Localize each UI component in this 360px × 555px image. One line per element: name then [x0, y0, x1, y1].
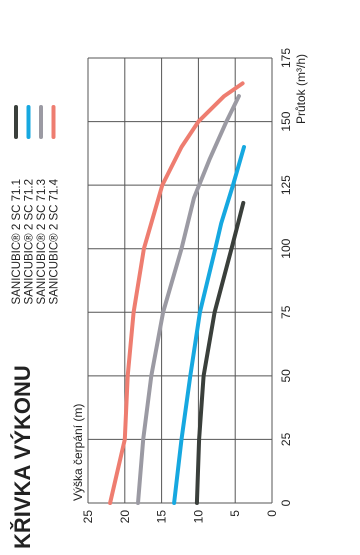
x-axis-label: Průtok (m³/h): [294, 54, 308, 124]
x-tick-label: 175: [279, 48, 293, 68]
x-tick-label: 100: [279, 238, 293, 258]
x-tick-label: 125: [279, 175, 293, 195]
y-tick-label: 5: [228, 510, 242, 517]
x-tick-label: 0: [279, 499, 293, 506]
y-axis-label: Výška čerpání (m): [71, 404, 85, 501]
y-tick-label: 15: [155, 510, 169, 524]
y-tick-label: 20: [118, 510, 132, 524]
series-line-4: [108, 81, 245, 505]
x-tick-label: 50: [279, 369, 293, 383]
y-tick-label: 25: [81, 510, 95, 524]
chart-series-lines: [108, 81, 246, 505]
legend-label-3: SANICUBIC® 2 SC 71.3: [36, 179, 48, 304]
x-tick-label: 25: [279, 432, 293, 446]
y-tick-label: 0: [265, 510, 279, 517]
legend-label-1: SANICUBIC® 2 SC 71.1: [11, 179, 23, 304]
chart-title: KŘIVKA VÝKONU: [10, 365, 35, 549]
chart-legend: SANICUBIC® 2 SC 71.1 SANICUBIC® 2 SC 71.2…: [11, 105, 61, 304]
x-tick-label: 75: [279, 305, 293, 319]
x-tick-label: 150: [279, 111, 293, 131]
series-line-3: [136, 94, 241, 505]
y-tick-label: 10: [191, 510, 205, 524]
chart-axes: 0 25 50 75 100 125 150 175 0 5 10 15 20 25 Výška čerpá…: [71, 48, 308, 524]
legend-label-2: SANICUBIC® 2 SC 71.2: [24, 179, 36, 304]
series-line-2: [172, 145, 246, 505]
legend-label-4: SANICUBIC® 2 SC 71.4: [49, 178, 61, 304]
series-line-1: [194, 200, 246, 505]
